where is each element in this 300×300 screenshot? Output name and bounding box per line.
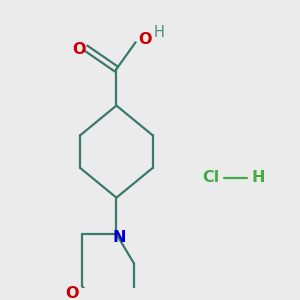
Text: N: N [112, 230, 126, 245]
Text: H: H [252, 170, 265, 185]
Text: O: O [139, 32, 152, 47]
Text: Cl: Cl [202, 170, 219, 185]
Text: H: H [153, 25, 164, 40]
Text: O: O [65, 286, 79, 300]
Text: O: O [72, 42, 86, 57]
